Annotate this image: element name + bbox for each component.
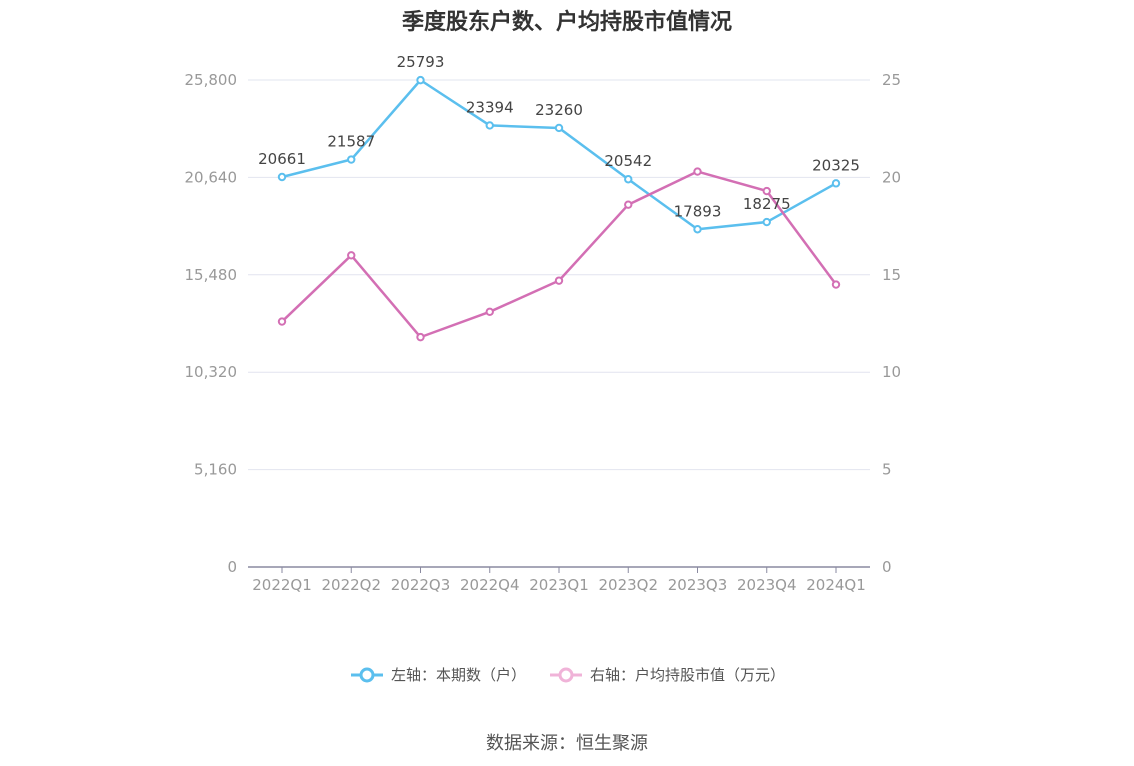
data-point-1 xyxy=(347,251,356,260)
data-point-1 xyxy=(762,186,771,196)
y-right-tick-label: 5 xyxy=(882,461,892,479)
x-tick-label: 2023Q2 xyxy=(598,576,658,594)
data-point-1 xyxy=(624,200,633,209)
x-tick-label: 2024Q1 xyxy=(806,576,866,594)
y-right-tick-label: 10 xyxy=(882,363,901,381)
legend-item-avg-value[interactable]: 右轴：户均持股市值（万元） xyxy=(548,664,785,685)
x-tick-label: 2023Q3 xyxy=(668,576,728,594)
data-point-0 xyxy=(624,175,633,184)
legend-label-households: 左轴：本期数（户） xyxy=(390,666,526,684)
y-left-tick-label: 5,160 xyxy=(194,461,237,479)
x-tick-label: 2022Q3 xyxy=(391,576,451,594)
data-label: 21587 xyxy=(327,133,375,151)
y-left-tick-label: 15,480 xyxy=(185,266,238,284)
data-label: 23260 xyxy=(535,101,583,119)
grid-layer xyxy=(248,79,870,471)
y-left-tick-label: 0 xyxy=(227,558,237,576)
data-point-0 xyxy=(762,217,771,227)
legend-item-households[interactable]: 左轴：本期数（户） xyxy=(349,664,526,685)
data-point-1 xyxy=(693,167,702,176)
series-layer xyxy=(277,75,841,342)
data-label-layer: 20661 21587 25793 23394 23260 20542 17893 18275… xyxy=(258,53,860,220)
data-point-0 xyxy=(485,121,494,130)
legend-marker-pink-icon xyxy=(550,667,582,682)
y-left-tick-label: 25,800 xyxy=(185,71,238,89)
x-tick-label: 2022Q2 xyxy=(321,576,381,594)
legend: 左轴：本期数（户） 右轴：户均持股市值（万元） xyxy=(0,664,1134,685)
data-source: 数据来源：恒生聚源 xyxy=(486,733,648,754)
data-point-0 xyxy=(347,155,356,164)
data-label: 25793 xyxy=(397,53,445,71)
data-label: 20542 xyxy=(604,152,652,170)
data-point-0 xyxy=(554,123,564,133)
data-point-0 xyxy=(277,172,287,182)
y-left-tick-label: 10,320 xyxy=(185,363,238,381)
x-tick-label: 2023Q4 xyxy=(737,576,797,594)
data-point-1 xyxy=(277,317,287,326)
data-point-0 xyxy=(831,179,841,188)
chart-title: 季度股东户数、户均持股市值情况 xyxy=(401,10,732,35)
data-point-1 xyxy=(554,276,564,285)
x-tick-label: 2022Q1 xyxy=(252,576,312,594)
x-tick-label: 2023Q1 xyxy=(529,576,589,594)
data-point-0 xyxy=(693,225,702,234)
data-label: 20325 xyxy=(812,156,860,174)
y-right-tick-label: 15 xyxy=(882,266,901,284)
y-right-tick-label: 20 xyxy=(882,168,901,186)
data-label: 20661 xyxy=(258,150,306,168)
data-point-1 xyxy=(831,280,841,289)
y-right-tick-label: 25 xyxy=(882,71,901,89)
x-tick-label: 2022Q4 xyxy=(460,576,520,594)
data-label: 18275 xyxy=(743,195,791,213)
legend-marker-blue-icon xyxy=(350,667,383,682)
axis-layer: 0 0 5,160 5 10,320 10 15,480 15 20,640 20 25,800 25… xyxy=(185,71,902,594)
y-left-tick-label: 20,640 xyxy=(185,168,238,186)
data-point-1 xyxy=(485,307,494,317)
data-label: 23394 xyxy=(466,98,514,116)
legend-label-avg-value: 右轴：户均持股市值（万元） xyxy=(590,666,786,684)
data-label: 17893 xyxy=(674,202,722,220)
data-point-0 xyxy=(416,75,425,85)
y-right-tick-label: 0 xyxy=(882,558,892,576)
data-point-1 xyxy=(416,332,425,342)
